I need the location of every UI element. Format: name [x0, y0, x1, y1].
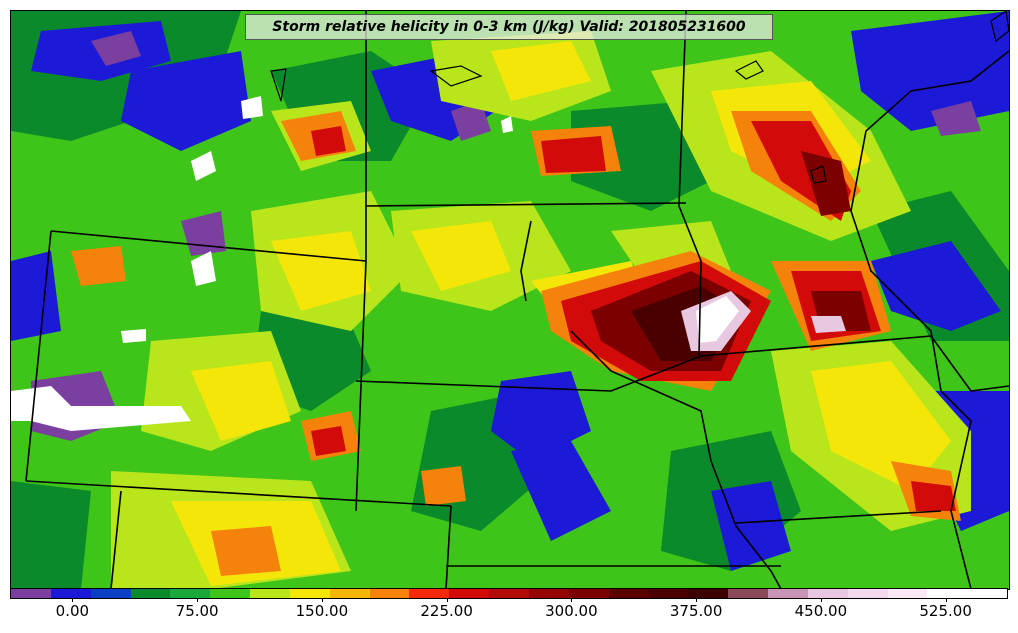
colorbar-segment — [409, 589, 450, 598]
colorbar-segment — [50, 589, 91, 598]
field-blue — [11, 11, 1009, 571]
colorbar-tick-mark — [820, 598, 822, 602]
colorbar-tick-label: 525.00 — [919, 602, 972, 620]
map-panel — [10, 10, 1010, 590]
colorbar-segment — [489, 589, 529, 598]
colorbar-segment — [887, 589, 928, 598]
colorbar-tick-mark — [945, 598, 947, 602]
colorbar-tick-label: 375.00 — [669, 602, 723, 620]
colorbar-segment — [967, 589, 1008, 598]
colorbar-tick-mark — [72, 598, 74, 602]
colorbar-segment — [130, 589, 171, 598]
colorbar-tick-label: 300.00 — [545, 602, 598, 620]
field-white — [11, 96, 739, 431]
state-boundaries — [25, 11, 1009, 589]
colorbar-tick-mark — [321, 598, 323, 602]
map-title: Storm relative helicity in 0-3 km (J/kg)… — [272, 19, 746, 35]
colorbar-tick-mark — [571, 598, 573, 602]
colorbar-segment — [90, 589, 131, 598]
colorbar-segment — [648, 589, 689, 598]
colorbar-ticks: 0.00 75.00 150.00 225.00 300.00 375.00 450.00 5… — [10, 598, 1008, 630]
colorbar-segment — [688, 589, 729, 598]
helicity-field-map — [11, 11, 1009, 589]
colorbar-segment — [250, 589, 290, 598]
colorbar-tick-label: 75.00 — [175, 602, 219, 620]
map-title-box: Storm relative helicity in 0-3 km (J/kg)… — [245, 14, 773, 40]
colorbar-segment — [768, 589, 808, 598]
colorbar-segment — [568, 589, 609, 598]
colorbar-segment — [807, 589, 848, 598]
colorbar-segment — [728, 589, 769, 598]
lake-outlines — [270, 11, 1009, 184]
colorbar-segment — [369, 589, 410, 598]
colorbar-segment — [289, 589, 330, 598]
colorbar-tick-mark — [446, 598, 448, 602]
colorbar-tick-mark — [197, 598, 199, 602]
colorbar-tick-label: 0.00 — [55, 602, 90, 620]
colorbar-tick-label: 225.00 — [420, 602, 473, 620]
colorbar-segment — [608, 589, 649, 598]
colorbar — [10, 588, 1008, 599]
colorbar-tick-label: 150.00 — [295, 602, 349, 620]
colorbar-segment — [329, 589, 370, 598]
colorbar-tick-label: 450.00 — [794, 602, 848, 620]
colorbar-segment — [449, 589, 490, 598]
colorbar-segment — [210, 589, 251, 598]
colorbar-segment — [927, 589, 968, 598]
colorbar-segment — [170, 589, 211, 598]
colorbar-segment — [11, 589, 51, 598]
colorbar-segment — [528, 589, 569, 598]
colorbar-segment — [847, 589, 888, 598]
colorbar-tick-mark — [696, 598, 698, 602]
